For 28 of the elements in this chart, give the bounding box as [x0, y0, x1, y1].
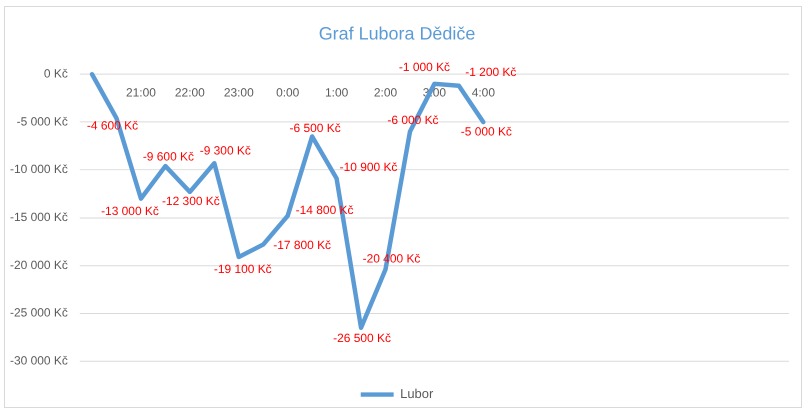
data-label: -9 300 Kč	[200, 144, 251, 158]
data-label: -19 100 Kč	[214, 262, 272, 276]
y-tick-label: 0 Kč	[44, 66, 68, 81]
x-tick-label: 0:00	[276, 86, 300, 100]
data-label: -6 500 Kč	[290, 120, 341, 135]
data-label: -5 000 Kč	[460, 124, 512, 138]
data-label: -1 000 Kč	[398, 60, 450, 74]
y-tick-label: -20 000 Kč	[10, 258, 68, 272]
data-label: -26 500 Kč	[333, 331, 391, 345]
y-tick-label: -5 000 Kč	[16, 114, 68, 128]
x-tick-label: 2:00	[374, 86, 398, 100]
y-tick-label: -10 000 Kč	[10, 162, 68, 176]
legend-label: Lubor	[400, 386, 434, 402]
x-tick-label: 4:00	[472, 86, 496, 100]
data-label: -1 200 Kč	[465, 65, 516, 80]
y-tick-label: -15 000 Kč	[10, 210, 68, 224]
chart-title: Graf Lubora Dědiče	[318, 24, 476, 44]
x-tick-label: 22:00	[174, 86, 206, 100]
x-tick-label: 23:00	[224, 86, 254, 100]
y-tick-label: -30 000 Kč	[10, 354, 68, 368]
data-label: -12 300 Kč	[162, 194, 220, 208]
y-tick-label: -25 000 Kč	[10, 306, 68, 320]
x-tick-label: 1:00	[324, 86, 349, 100]
data-label: -17 800 Kč	[273, 238, 332, 252]
data-label: -13 000 Kč	[101, 204, 159, 218]
data-label: -9 600 Kč	[142, 149, 194, 164]
x-tick-label: 21:00	[126, 86, 156, 100]
data-label: -10 900 Kč	[340, 160, 398, 174]
